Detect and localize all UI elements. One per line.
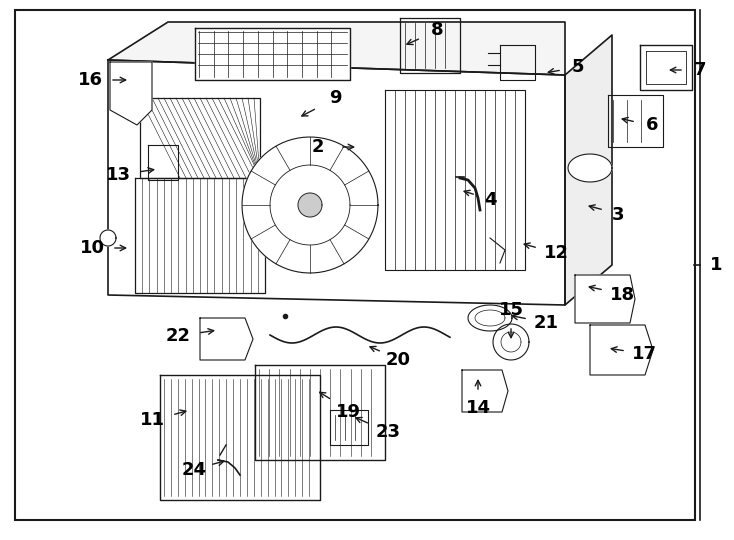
Text: 21: 21	[534, 314, 559, 332]
Text: 3: 3	[611, 206, 624, 224]
Polygon shape	[568, 154, 612, 182]
Text: 6: 6	[646, 116, 658, 134]
Text: 20: 20	[385, 351, 410, 369]
Polygon shape	[565, 35, 612, 305]
Polygon shape	[462, 370, 508, 412]
Polygon shape	[195, 28, 350, 80]
Text: 2: 2	[312, 138, 324, 156]
Polygon shape	[590, 325, 653, 375]
Text: 14: 14	[465, 399, 490, 417]
Polygon shape	[298, 193, 322, 217]
Text: 15: 15	[498, 301, 523, 319]
Polygon shape	[200, 318, 253, 360]
Text: 22: 22	[165, 327, 191, 345]
Polygon shape	[493, 324, 529, 360]
Text: 11: 11	[139, 411, 164, 429]
Text: 1: 1	[710, 256, 722, 274]
Polygon shape	[242, 137, 378, 273]
Text: 19: 19	[335, 403, 360, 421]
Text: 23: 23	[376, 423, 401, 441]
Text: 7: 7	[694, 61, 706, 79]
Text: 16: 16	[78, 71, 103, 89]
Text: 10: 10	[79, 239, 104, 257]
Text: 4: 4	[484, 191, 496, 209]
Polygon shape	[108, 22, 565, 75]
Text: 9: 9	[329, 89, 341, 107]
Text: 24: 24	[181, 461, 206, 479]
Polygon shape	[575, 275, 635, 323]
Text: 18: 18	[609, 286, 635, 304]
Polygon shape	[468, 305, 512, 331]
Text: 13: 13	[106, 166, 131, 184]
Text: 17: 17	[631, 345, 656, 363]
Polygon shape	[108, 60, 565, 305]
Text: 5: 5	[572, 58, 584, 76]
Polygon shape	[110, 62, 152, 125]
Text: 8: 8	[431, 21, 443, 39]
Text: 12: 12	[543, 244, 569, 262]
Polygon shape	[100, 230, 116, 246]
